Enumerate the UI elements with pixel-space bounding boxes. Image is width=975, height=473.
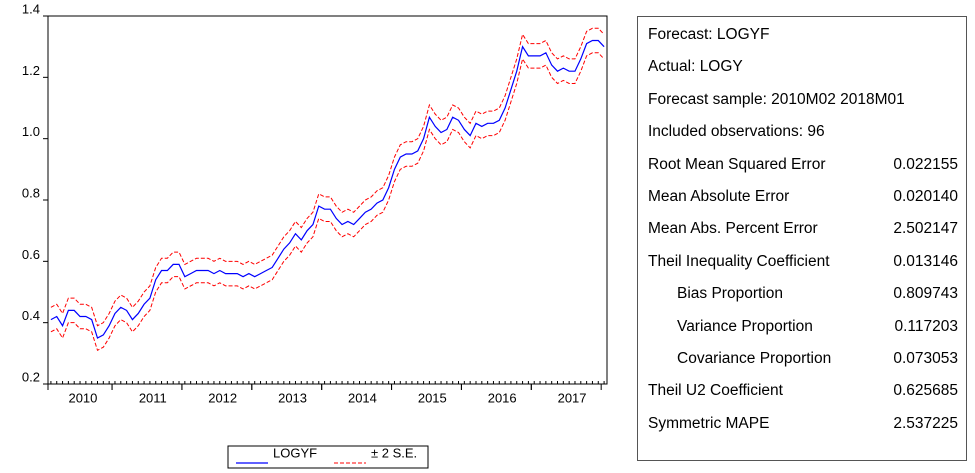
stats-value: 2.502147: [893, 220, 958, 238]
stats-label: Included observations: 96: [648, 123, 825, 141]
x-tick-label: 2016: [488, 390, 517, 405]
chart: 0.2 0.4 0.6 0.8 1.0 1.2 1.4 2010 2011 2012 2013 201…: [22, 1, 608, 469]
legend-box: [227, 445, 429, 469]
stats-value: 0.625685: [893, 382, 958, 400]
stats-row: Bias Proportion 0.809743: [648, 284, 958, 304]
stats-row: Symmetric MAPE 2.537225: [648, 414, 958, 434]
x-tick-label: 2012: [208, 390, 237, 405]
stats-value: 0.022155: [893, 155, 958, 173]
stats-row: Forecast: LOGYF: [648, 25, 958, 45]
stats-label: Actual: LOGY: [648, 58, 743, 76]
x-tick-label: 2013: [278, 390, 307, 405]
stats-label: Variance Proportion: [677, 317, 813, 335]
stats-label: Theil Inequality Coefficient: [648, 252, 830, 270]
y-tick-label: 0.2: [22, 369, 40, 384]
stats-label: Forecast sample: 2010M02 2018M01: [648, 90, 905, 108]
stats-row: Theil Inequality Coefficient 0.013146: [648, 252, 958, 272]
stats-value: 0.013146: [893, 252, 958, 270]
y-tick-label: 1.0: [22, 124, 40, 139]
stats-label: Mean Abs. Percent Error: [648, 220, 818, 238]
x-tick-label: 2017: [558, 390, 587, 405]
stats-label: Root Mean Squared Error: [648, 155, 826, 173]
stats-label: Theil U2 Coefficient: [648, 382, 783, 400]
stats-label: Symmetric MAPE: [648, 414, 770, 432]
y-tick-label: 0.6: [22, 247, 40, 262]
stats-value: 0.117203: [894, 317, 959, 335]
stats-box: Forecast: LOGYF Actual: LOGY Forecast samp…: [637, 16, 967, 461]
stats-row: Variance Proportion 0.117203: [648, 317, 958, 337]
forecast-line: [50, 39, 605, 339]
x-tick-label: 2011: [139, 390, 167, 405]
stats-row: Mean Absolute Error 0.020140: [648, 187, 958, 207]
x-tick-label: 2014: [348, 390, 377, 405]
stats-row: Included observations: 96: [648, 122, 958, 142]
stats-label: Bias Proportion: [677, 285, 783, 303]
x-tick-label: 2015: [418, 390, 447, 405]
legend-label: LOGYF: [273, 445, 317, 460]
stats-row: Root Mean Squared Error 0.022155: [648, 155, 958, 175]
y-tick-label: 0.4: [22, 308, 40, 323]
y-tick-label: 1.4: [22, 1, 40, 16]
stats-row: Actual: LOGY: [648, 57, 958, 77]
stats-row: Mean Abs. Percent Error 2.502147: [648, 219, 958, 239]
stats-value: 0.809743: [893, 285, 958, 303]
stats-label: Forecast: LOGYF: [648, 26, 770, 43]
legend-label: ± 2 S.E.: [371, 445, 417, 460]
y-tick-label: 1.2: [22, 63, 40, 78]
stats-row: Covariance Proportion 0.073053: [648, 349, 958, 369]
se-line: [50, 52, 605, 351]
stats-row: Forecast sample: 2010M02 2018M01: [648, 90, 958, 110]
se-line: [50, 27, 605, 327]
plot-frame: [47, 15, 608, 385]
stats-row: Theil U2 Coefficient 0.625685: [648, 381, 958, 401]
stats-label: Covariance Proportion: [677, 350, 832, 367]
x-tick-label: 2010: [68, 390, 97, 405]
stats-label: Mean Absolute Error: [648, 188, 790, 205]
y-tick-label: 0.8: [22, 185, 40, 200]
stats-value: 0.020140: [893, 188, 958, 205]
stats-value: 0.073053: [893, 350, 958, 367]
stats-value: 2.537225: [893, 414, 958, 432]
